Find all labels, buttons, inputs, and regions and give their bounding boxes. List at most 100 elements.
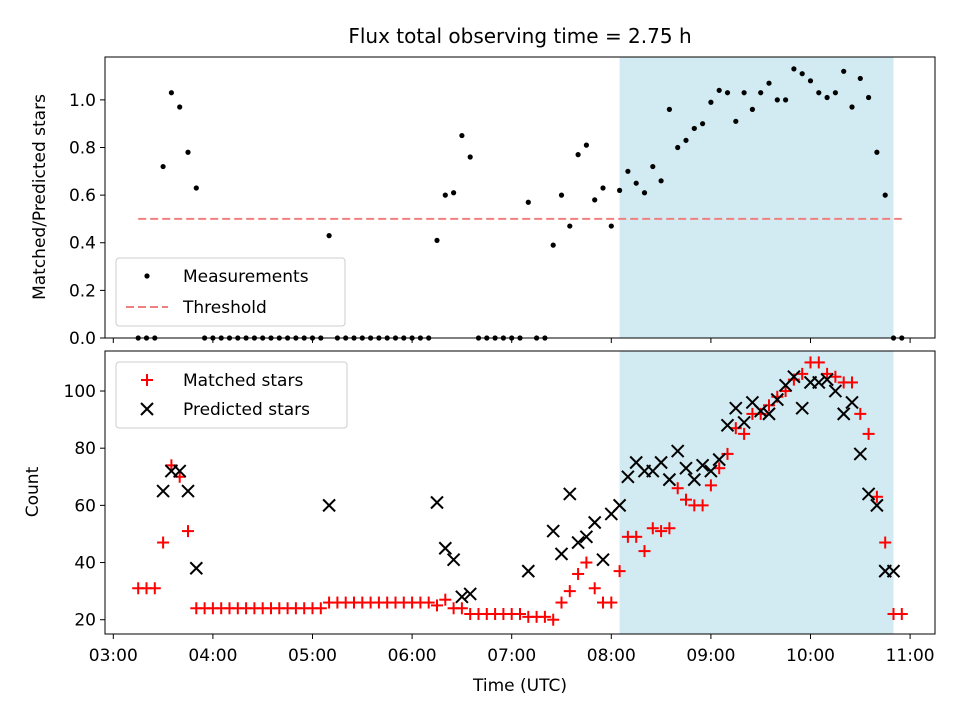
measurement-point (807, 78, 814, 84)
measurement-point (874, 149, 880, 155)
predicted-stars-point (720, 418, 735, 433)
matched-stars-point (173, 470, 186, 483)
measurement-point (592, 197, 598, 203)
measurement-point (832, 90, 839, 96)
count-y-tick-label: 40 (74, 554, 96, 574)
predicted-stars-point (322, 498, 336, 513)
predicted-stars-point (853, 447, 868, 461)
count-legend: Matched stars Predicted stars (115, 361, 348, 429)
x-tick-label: 03:00 (89, 646, 138, 666)
legend-measurements-label: Measurements (183, 267, 309, 287)
ratio-y-tick-label: 0.4 (69, 234, 96, 254)
measurement-point (824, 94, 830, 101)
predicted-stars-point (712, 452, 726, 467)
legend-predicted-marker (140, 402, 154, 416)
matched-stars-point (613, 565, 626, 578)
measurement-point (558, 192, 565, 198)
x-tick-label: 06:00 (388, 646, 437, 666)
predicted-stars-point (828, 384, 843, 398)
predicted-stars-point (612, 498, 627, 513)
ratio-panel: 0.0 0.2 0.4 0.6 0.8 1.0 Matched/Predicted sta… (30, 56, 936, 349)
measurement-point (882, 192, 888, 198)
measurement-point (608, 223, 614, 229)
ratio-y-tick-label: 1.0 (69, 91, 96, 111)
measurement-point (749, 106, 756, 112)
matched-stars-point (895, 607, 908, 620)
predicted-stars-point (189, 561, 204, 575)
predicted-stars-point (579, 530, 594, 544)
measurement-point (185, 149, 191, 155)
predicted-stars-point (870, 498, 884, 513)
measurement-point (783, 97, 789, 103)
ratio-y-tick-label: 0.2 (69, 281, 96, 301)
legend-matched-label: Matched stars (183, 371, 303, 391)
x-axis-label: Time (UTC) (472, 676, 567, 696)
measurement-point (766, 80, 772, 86)
measurement-point (774, 97, 780, 103)
measurement-point (700, 121, 706, 127)
measurement-point (177, 104, 183, 110)
predicted-stars-point (670, 444, 685, 458)
legend-predicted-label: Predicted stars (183, 400, 310, 420)
measurement-point (816, 90, 822, 96)
matched-stars-point (663, 522, 676, 535)
predicted-stars-point (729, 401, 743, 415)
matched-stars-point (713, 462, 726, 475)
matched-stars-point (779, 385, 792, 398)
count-y-tick-label: 60 (74, 496, 96, 516)
count-ylabel: Count (23, 466, 43, 517)
legend-measurements-marker (144, 273, 150, 279)
matched-stars-point (555, 596, 568, 609)
matched-stars-point (580, 556, 593, 569)
predicted-stars-point (156, 484, 170, 498)
matched-stars-point (157, 536, 170, 549)
predicted-stars-point (438, 541, 453, 555)
predicted-stars-point (654, 455, 668, 470)
predicted-stars-point (812, 375, 826, 390)
matched-stars-point (862, 427, 875, 440)
count-highlight-band (619, 351, 894, 634)
measurement-point (583, 142, 590, 148)
measurement-point (683, 137, 689, 143)
measurement-point (617, 187, 623, 193)
matched-stars-point (538, 610, 551, 623)
matched-stars-point (729, 422, 742, 435)
predicted-stars-point (554, 547, 569, 561)
measurement-point (849, 104, 855, 110)
measurement-point (724, 90, 731, 96)
predicted-stars-point (737, 415, 751, 430)
matched-stars-point (588, 582, 601, 595)
measurement-point (758, 90, 764, 96)
matched-stars-point (846, 376, 858, 389)
predicted-stars-point (679, 461, 693, 475)
matched-stars-point (821, 367, 834, 380)
matched-stars-point (182, 525, 194, 538)
matched-stars-point (696, 499, 709, 512)
measurement-point (550, 242, 556, 248)
predicted-stars-point (820, 372, 834, 387)
predicted-stars-point (621, 470, 635, 484)
matched-stars-point (547, 613, 560, 626)
matched-stars-point (572, 567, 585, 580)
predicted-stars-point (463, 587, 477, 601)
matched-stars-point (563, 585, 576, 598)
measurement-point (525, 199, 531, 205)
count-y-tick-label: 100 (64, 382, 96, 402)
predicted-stars-point (596, 552, 610, 567)
matched-stars-point (854, 407, 867, 420)
chart-title: Flux total observing time = 2.75 h (348, 24, 691, 48)
matched-stars-point (422, 596, 435, 609)
measurement-point (708, 99, 714, 105)
matched-stars-point (439, 593, 452, 606)
measurement-point (716, 87, 722, 93)
measurement-point (791, 66, 797, 72)
measurement-point (575, 152, 581, 158)
x-tick-label: 09:00 (686, 646, 735, 666)
predicted-stars-point (886, 564, 901, 578)
predicted-stars-point (430, 495, 444, 510)
measurement-point (866, 94, 872, 101)
matched-stars-point (148, 582, 161, 595)
measurement-point (168, 90, 174, 96)
measurement-point (442, 192, 448, 198)
predicted-stars-point (662, 472, 677, 487)
